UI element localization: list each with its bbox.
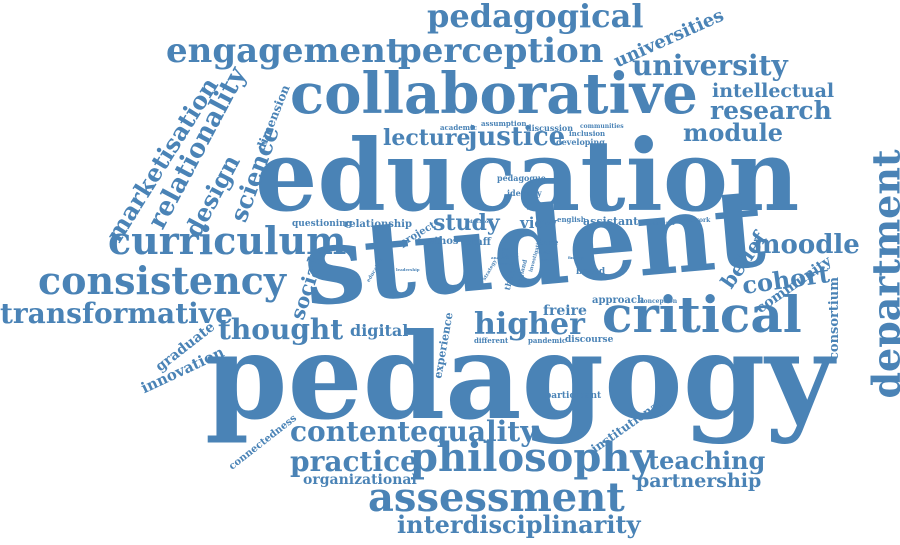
- word-consistency: consistency: [38, 258, 286, 303]
- word-conception: conception: [640, 298, 678, 305]
- word-inclusion: inclusion: [569, 129, 606, 138]
- word-freire: freire: [543, 303, 587, 319]
- word-critical: critical: [602, 285, 802, 344]
- word-partnership: partnership: [636, 470, 762, 492]
- word-educator: educator: [466, 219, 491, 225]
- word-justice: justice: [468, 122, 566, 152]
- word-english: english: [557, 215, 586, 224]
- word-assessment: assessment: [368, 474, 625, 521]
- word-perception: perception: [398, 31, 604, 71]
- word-different: different: [474, 336, 509, 345]
- word-pandemic: pandemic: [528, 336, 567, 345]
- word-pedagogy: pedagogy: [205, 307, 834, 446]
- word-digital: digital: [350, 321, 409, 340]
- word-questioning: questioning: [292, 219, 353, 229]
- word-developing: developing: [556, 137, 605, 147]
- word-pedagogue: pedagogue: [497, 173, 546, 183]
- word-assumption: assumption: [481, 119, 527, 128]
- word-philosophy: philosophy: [410, 434, 654, 481]
- word-interdisciplinarity: interdisciplinarity: [397, 510, 641, 539]
- word-collaborative: collaborative: [290, 61, 698, 127]
- word-leadership: leadership: [396, 267, 420, 272]
- word-education: education: [255, 119, 800, 234]
- word-university: university: [632, 49, 788, 82]
- word-practice: practice: [290, 445, 418, 478]
- word-discussion: discussion: [526, 123, 574, 133]
- word-analysis: analysis: [491, 255, 509, 260]
- word-curriculum: curriculum: [108, 218, 347, 263]
- word-academic: academic: [440, 123, 478, 132]
- word-approach: approach: [592, 295, 645, 306]
- word-lecture: lecture: [383, 125, 471, 151]
- word-institution: institution: [645, 221, 675, 227]
- word-based: based: [576, 267, 606, 277]
- word-discourse: discourse: [565, 335, 614, 345]
- word-engagement: engagement: [166, 31, 402, 71]
- word-ethos: ethos: [428, 236, 459, 247]
- word-thought: thought: [218, 313, 344, 346]
- word-care: care: [539, 237, 559, 247]
- word-intellectual: intellectual: [712, 80, 835, 102]
- word-view: view: [520, 214, 557, 232]
- word-world: world: [500, 261, 513, 266]
- word-transformative: transformative: [0, 297, 233, 330]
- word-context: context: [540, 257, 557, 262]
- word-relationship: relationship: [344, 219, 412, 230]
- word-case: case: [540, 249, 555, 256]
- word-teaching: teaching: [648, 446, 766, 475]
- word-research: research: [710, 96, 832, 125]
- word-module: module: [683, 118, 784, 147]
- word-study: study: [433, 210, 500, 236]
- word-department: department: [863, 149, 900, 399]
- word-assistant: assistant: [583, 215, 639, 228]
- word-contentequality: contentequality: [290, 415, 537, 448]
- word-identity: identity: [507, 188, 542, 198]
- word-moodle: moodle: [753, 230, 860, 260]
- word-book: book: [502, 252, 519, 259]
- word-pedagogical: pedagogical: [427, 0, 644, 35]
- word-finding: finding: [568, 255, 584, 260]
- word-goal: goal: [502, 246, 512, 251]
- word-consortium: consortium: [827, 276, 843, 361]
- word-organizational: organizational: [303, 472, 417, 488]
- word-framework: framework: [674, 217, 711, 224]
- word-staff: staff: [466, 237, 491, 248]
- word-communities: communities: [580, 123, 624, 130]
- word-participant: participant: [545, 391, 602, 401]
- word-higher: higher: [474, 307, 585, 342]
